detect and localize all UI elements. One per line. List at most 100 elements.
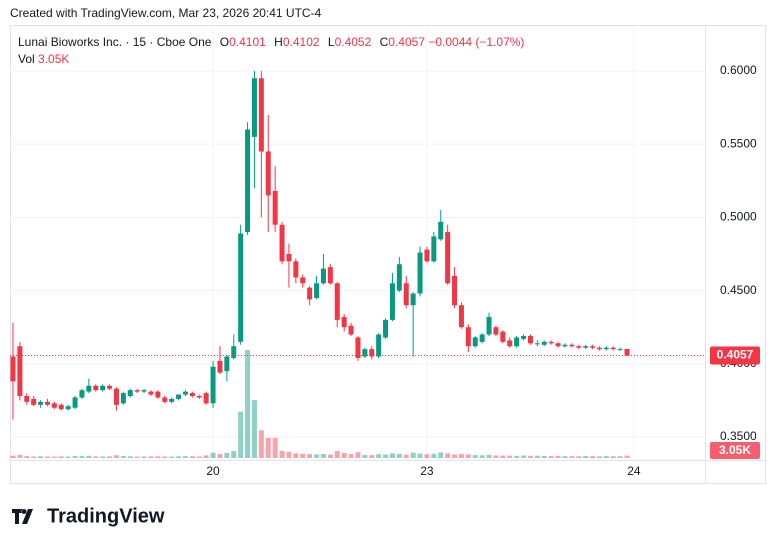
- last-price-label: 0.4057: [717, 348, 754, 362]
- volume-bar: [562, 456, 568, 458]
- candle-body: [58, 404, 64, 410]
- volume-bar: [24, 456, 30, 458]
- y-tick-label: 0.5500: [720, 136, 757, 150]
- volume-bar: [293, 453, 299, 458]
- volume-bar: [410, 452, 416, 458]
- volume-bar: [514, 455, 520, 458]
- volume-bar: [521, 455, 527, 458]
- volume-bar: [272, 437, 278, 458]
- candle-body: [452, 275, 458, 306]
- volume-bar: [355, 452, 361, 458]
- volume-bar: [396, 453, 402, 458]
- volume-bar: [548, 456, 554, 458]
- candle-body: [314, 283, 320, 298]
- volume-bar: [231, 451, 237, 458]
- volume-bar: [217, 453, 223, 458]
- volume-bar: [258, 430, 264, 458]
- volume-bar: [472, 455, 478, 458]
- candle-body: [107, 385, 113, 389]
- grid: [10, 25, 705, 460]
- volume-bar: [72, 455, 78, 458]
- candle-body: [569, 344, 575, 347]
- candle-body: [286, 253, 292, 262]
- candle-body: [472, 337, 478, 347]
- candle-body: [355, 337, 361, 358]
- volume-bar: [327, 454, 333, 458]
- last-price-badge: [710, 346, 760, 365]
- candle-body: [113, 388, 119, 405]
- candle-body: [493, 327, 499, 335]
- volume-bar: [127, 456, 133, 458]
- volume-bar: [486, 454, 492, 458]
- candles: [10, 70, 630, 420]
- candle-body: [141, 390, 147, 392]
- volume-bar: [624, 455, 630, 458]
- y-tick-label: 0.3500: [720, 429, 757, 443]
- candle-body: [486, 316, 492, 335]
- volume-bar: [120, 455, 126, 458]
- x-tick-label: 20: [206, 464, 220, 478]
- ohlc-label: H: [274, 35, 283, 49]
- candle-body: [79, 390, 85, 398]
- candle-body: [341, 316, 347, 328]
- candle-body: [100, 385, 106, 391]
- candle-body: [176, 394, 182, 399]
- change-value: −0.0044 (−1.07%): [428, 35, 525, 49]
- candle-body: [10, 356, 16, 382]
- volume-bar: [93, 456, 99, 458]
- volume-bar: [245, 350, 251, 458]
- candle-body: [307, 287, 313, 300]
- candle-body: [293, 261, 299, 278]
- candle-body: [445, 232, 451, 284]
- volume-bar: [141, 456, 147, 458]
- volume-bar: [431, 453, 437, 458]
- candle-body: [548, 341, 554, 344]
- ohlc-label: C: [379, 35, 389, 49]
- volume-bar: [307, 454, 313, 458]
- volume-bar: [369, 455, 375, 458]
- candle-body: [44, 401, 50, 405]
- volume-bar: [224, 452, 230, 458]
- x-tick-label: 23: [420, 464, 434, 478]
- volume-bar: [417, 453, 423, 458]
- candle-body: [527, 335, 533, 344]
- volume-bar: [251, 400, 257, 458]
- candle-body: [169, 398, 175, 402]
- candle-body: [189, 393, 195, 397]
- candle-body: [334, 283, 340, 320]
- candle-body: [534, 343, 540, 345]
- volume-bar: [10, 455, 16, 458]
- volume-bar: [383, 454, 389, 458]
- volume-bar: [596, 456, 602, 458]
- candle-body: [162, 397, 168, 402]
- volume-bar: [79, 456, 85, 458]
- candle-body: [603, 347, 609, 350]
- ohlc-label: L: [327, 35, 335, 49]
- volume-bar: [348, 453, 354, 458]
- volume-bar: [569, 456, 575, 458]
- volume-bar: [507, 455, 513, 458]
- candle-body: [31, 398, 37, 405]
- candle-body: [555, 343, 561, 347]
- y-tick-label: 0.4500: [720, 283, 757, 297]
- candle-body: [148, 391, 154, 395]
- volume-last-label: 3.05K: [719, 443, 751, 457]
- candle-body: [465, 327, 471, 347]
- ohlc-value: 0.4102: [282, 35, 320, 49]
- candle-body: [389, 283, 395, 320]
- candle-body: [583, 346, 589, 348]
- candle-body: [320, 268, 326, 284]
- candle-body: [403, 283, 409, 306]
- volume-bar: [603, 456, 609, 458]
- candle-body: [376, 334, 382, 357]
- candle-body: [231, 346, 237, 358]
- candle-body: [196, 396, 202, 398]
- volume-bar: [86, 455, 92, 458]
- volume-bar: [376, 454, 382, 458]
- candle-body: [596, 347, 602, 350]
- volume-bar: [458, 453, 464, 458]
- volume-bar: [334, 451, 340, 458]
- candle-body: [272, 191, 278, 225]
